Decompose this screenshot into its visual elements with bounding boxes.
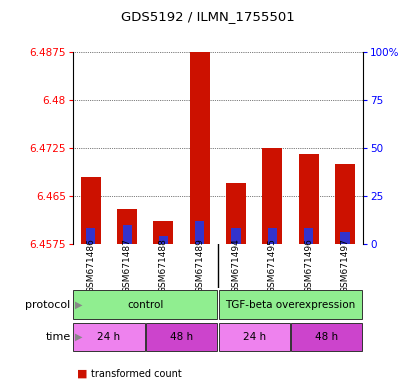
Bar [226, 183, 246, 244]
Text: 48 h: 48 h [170, 332, 193, 342]
Text: GSM671495: GSM671495 [268, 238, 277, 293]
Bar [195, 221, 204, 244]
Bar [268, 228, 277, 244]
Text: ▶: ▶ [75, 332, 82, 342]
Bar [154, 222, 173, 244]
Text: GSM671497: GSM671497 [340, 238, 349, 293]
Text: GSM671489: GSM671489 [195, 238, 204, 293]
Bar [291, 323, 362, 351]
Bar [232, 228, 241, 244]
Text: ▶: ▶ [75, 300, 82, 310]
Text: GSM671487: GSM671487 [122, 238, 132, 293]
Bar [304, 228, 313, 244]
Bar [190, 52, 210, 244]
Bar [86, 228, 95, 244]
Bar [146, 323, 217, 351]
Bar [219, 323, 290, 351]
Bar [73, 323, 144, 351]
Text: 24 h: 24 h [98, 332, 120, 342]
Bar [262, 148, 282, 244]
Bar [73, 290, 217, 319]
Text: 24 h: 24 h [243, 332, 266, 342]
Text: TGF-beta overexpression: TGF-beta overexpression [225, 300, 356, 310]
Bar [122, 225, 132, 244]
Text: transformed count: transformed count [91, 369, 182, 379]
Bar [159, 236, 168, 244]
Bar [117, 209, 137, 244]
Text: time: time [45, 332, 71, 342]
Bar [340, 232, 349, 244]
Text: GSM671486: GSM671486 [86, 238, 95, 293]
Bar [219, 290, 362, 319]
Bar [299, 154, 319, 244]
Text: ■: ■ [77, 369, 87, 379]
Bar [81, 177, 101, 244]
Text: GSM671496: GSM671496 [304, 238, 313, 293]
Text: control: control [127, 300, 164, 310]
Text: 48 h: 48 h [315, 332, 338, 342]
Text: GSM671494: GSM671494 [232, 238, 241, 293]
Bar [335, 164, 355, 244]
Text: protocol: protocol [25, 300, 71, 310]
Text: GDS5192 / ILMN_1755501: GDS5192 / ILMN_1755501 [121, 10, 294, 23]
Text: GSM671488: GSM671488 [159, 238, 168, 293]
